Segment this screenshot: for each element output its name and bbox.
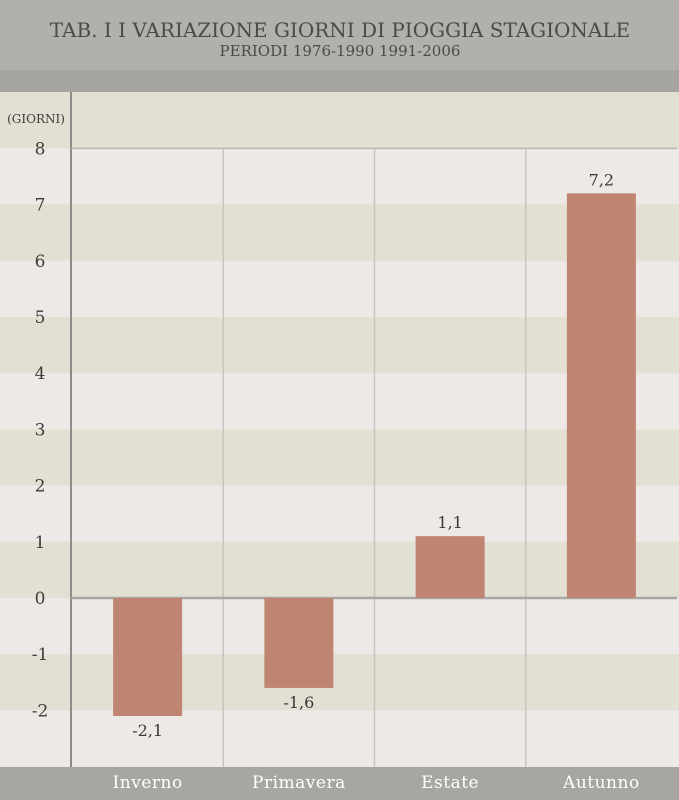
band-row <box>0 260 679 317</box>
bar-value-label: -1,6 <box>283 693 314 712</box>
header-band <box>0 70 679 92</box>
band-row <box>0 654 679 711</box>
bars-layer <box>113 193 636 717</box>
bar <box>113 598 183 717</box>
y-tick-label: 6 <box>35 252 46 272</box>
x-category-label: Autunno <box>562 773 640 793</box>
bar <box>415 536 485 598</box>
y-tick-label: 2 <box>35 477 46 497</box>
bar-value-label: -2,1 <box>132 721 163 740</box>
y-tick-label: 1 <box>35 533 46 553</box>
y-tick-label: 0 <box>35 589 46 609</box>
chart-subtitle: PERIODI 1976-1990 1991-2006 <box>220 42 461 60</box>
band-row <box>0 598 679 655</box>
band-row <box>0 541 679 598</box>
bar <box>566 193 636 599</box>
x-axis-footer <box>0 767 679 800</box>
y-tick-label: -1 <box>32 645 49 665</box>
y-tick-label: 4 <box>35 364 46 384</box>
y-axis-unit-label: (GIORNI) <box>7 112 65 126</box>
band-row <box>0 148 679 205</box>
y-tick-label: 5 <box>35 308 46 328</box>
band-top <box>0 92 679 149</box>
labels-layer: TAB. I I VARIAZIONE GIORNI DI PIOGGIA ST… <box>7 18 640 793</box>
y-tick-label: -2 <box>32 701 49 721</box>
bar <box>264 598 334 688</box>
y-tick-label: 8 <box>35 139 46 159</box>
band-row <box>0 373 679 430</box>
x-category-label: Primavera <box>252 773 346 793</box>
x-category-label: Estate <box>421 773 479 793</box>
x-category-label: Inverno <box>113 773 183 793</box>
band-row <box>0 710 679 767</box>
chart-title: TAB. I I VARIAZIONE GIORNI DI PIOGGIA ST… <box>50 18 630 42</box>
bar-value-label: 7,2 <box>589 170 614 189</box>
bar-value-label: 1,1 <box>437 513 462 532</box>
band-row <box>0 204 679 261</box>
band-row <box>0 317 679 374</box>
band-row <box>0 485 679 542</box>
y-tick-label: 7 <box>35 196 46 216</box>
band-row <box>0 429 679 486</box>
y-tick-label: 3 <box>35 420 46 440</box>
title-banner <box>0 0 679 70</box>
